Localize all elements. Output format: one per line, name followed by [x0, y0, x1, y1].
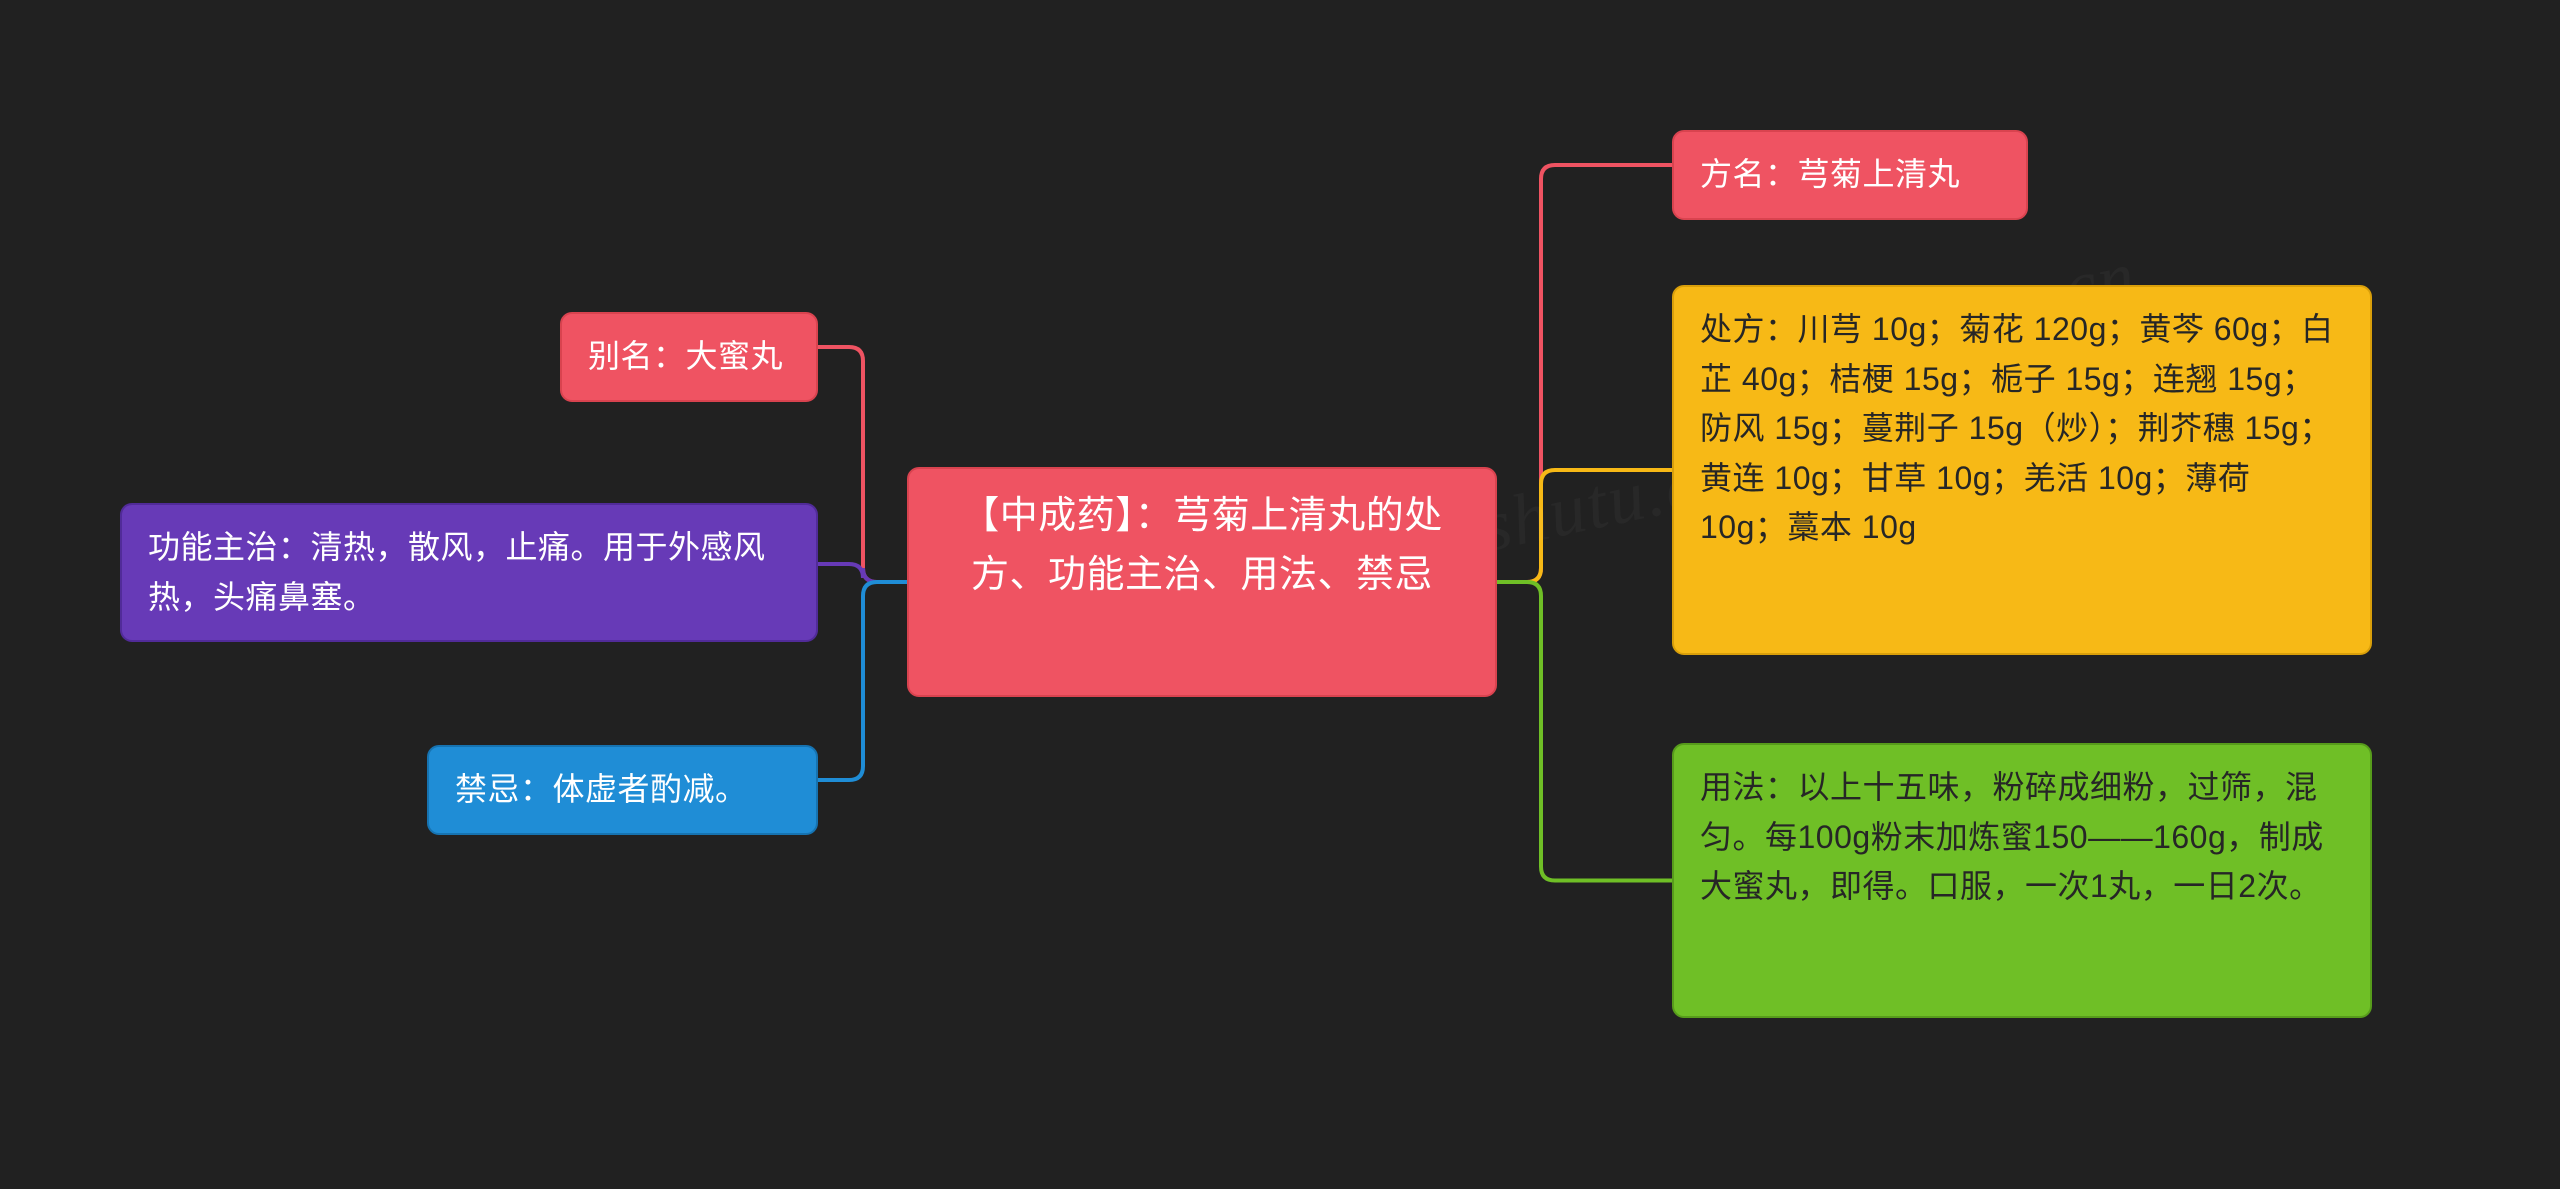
node-contra: 禁忌：体虚者酌减。 [427, 745, 818, 835]
mindmap-canvas: shutu.cnshutu.cnshutu.cn【中成药】：芎菊上清丸的处方、功… [0, 0, 2560, 1189]
node-ingredients: 处方：川芎 10g；菊花 120g；黄芩 60g；白芷 40g；桔梗 15g；栀… [1672, 285, 2372, 655]
center-topic: 【中成药】：芎菊上清丸的处方、功能主治、用法、禁忌 [907, 467, 1497, 697]
node-usage: 用法：以上十五味，粉碎成细粉，过筛，混匀。每100g粉末加炼蜜150——160g… [1672, 743, 2372, 1018]
node-function: 功能主治：清热，散风，止痛。用于外感风热，头痛鼻塞。 [120, 503, 818, 642]
node-name: 方名：芎菊上清丸 [1672, 130, 2028, 220]
node-alias: 别名：大蜜丸 [560, 312, 818, 402]
